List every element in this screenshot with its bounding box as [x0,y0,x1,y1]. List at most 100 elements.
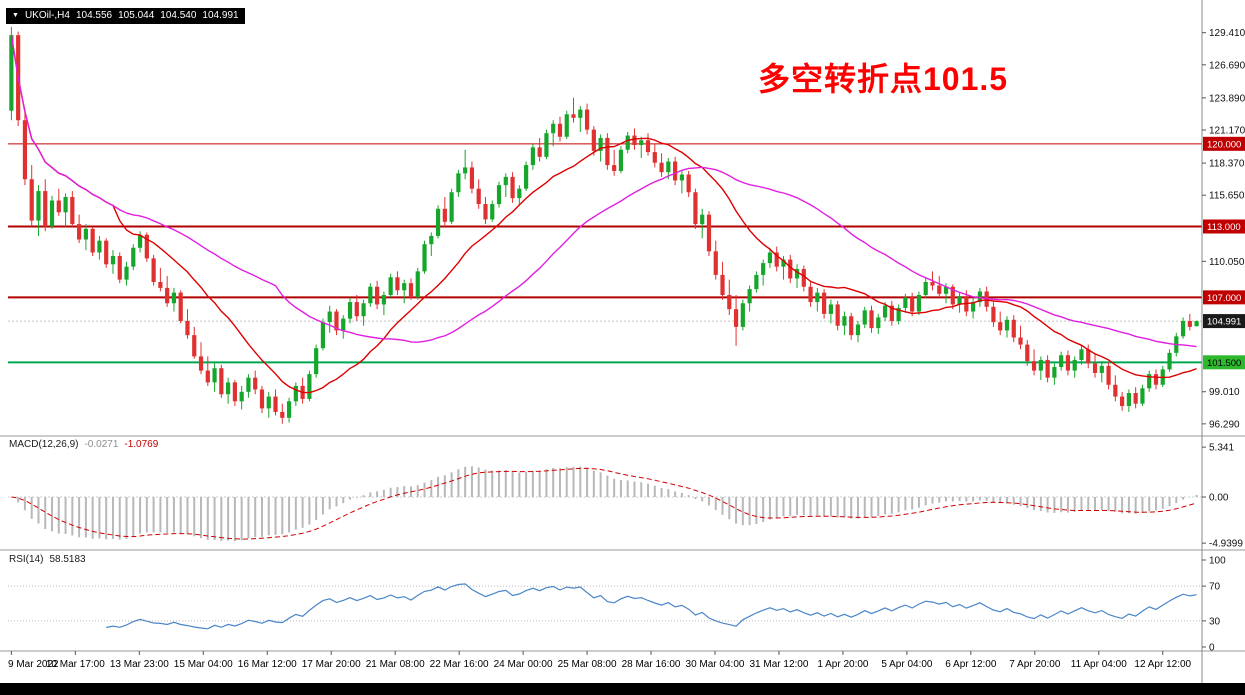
candle-body [849,316,854,336]
candle-body [43,191,48,227]
candle-body [578,109,583,118]
candle-body [361,303,366,317]
candle-body [354,302,359,317]
ma-line-16 [10,35,1197,394]
candle-body [408,283,414,298]
price-tick-label: 110.050 [1209,257,1245,268]
candle-body [700,214,705,225]
candle-body [524,165,529,189]
time-tick-label: 22 Mar 16:00 [430,659,489,670]
candle-body [889,305,894,321]
macd-signal-value: -1.0769 [124,439,159,450]
candle-body [151,258,156,283]
time-tick-label: 12 Apr 12:00 [1134,659,1191,670]
candle-body [442,208,447,222]
time-tick-label: 25 Mar 08:00 [558,659,617,670]
price-tick-label: 121.170 [1209,126,1245,137]
rsi-label: RSI(14) 58.5183 [9,554,86,565]
candle-body [551,123,556,134]
candle-body [896,307,901,321]
candle-body [659,162,664,173]
candle-body [469,167,475,189]
candle-body [104,240,109,265]
macd-name: MACD(12,26,9) [9,439,79,450]
price-badge-label: 101.500 [1207,358,1241,369]
candle-body [679,174,684,181]
candle-body [158,282,163,288]
annotation-text: 多空转折点101.5 [758,61,1009,97]
candle-body [77,224,82,240]
candle-body [293,385,298,402]
candle-body [1018,337,1023,345]
candle-body [767,252,773,264]
price-tick-label: 123.890 [1209,93,1245,104]
candle-body [740,303,745,327]
candle-body [165,287,170,304]
ma-line-40 [10,35,1197,348]
candle-body [219,368,224,395]
rsi-tick-label: 30 [1209,616,1221,627]
candle-body [83,228,88,240]
candle-body [774,252,779,267]
candle-body [937,285,942,294]
candle-body [977,291,982,303]
candle-body [930,282,935,286]
candle-body [842,316,847,326]
candle-body [375,286,380,305]
candle-body [70,196,75,225]
candle-body [998,322,1003,331]
candle-body [855,324,861,336]
rsi-tick-label: 0 [1209,643,1215,654]
candle-body [693,192,698,225]
time-tick-label: 9 Mar 2022 [8,659,59,670]
candle-body [801,269,806,287]
candle-body [124,266,129,280]
time-tick-label: 5 Apr 04:00 [881,659,933,670]
time-tick-label: 17 Mar 20:00 [302,659,361,670]
candle-body [957,296,962,305]
candle-body [239,391,244,402]
candle-body [781,259,786,267]
candle-body [598,137,603,151]
candle-body [618,149,624,171]
time-tick-label: 11 Apr 04:00 [1071,659,1127,670]
macd-tick-label: 0.00 [1209,493,1229,504]
candle-body [320,322,326,349]
candle-body [286,401,292,418]
candle-body [1120,396,1125,407]
candle-body [605,137,610,166]
price-badge-label: 107.000 [1207,293,1241,304]
candle-body [192,335,197,357]
candle-body [36,191,41,221]
candle-body [381,294,386,305]
ohlc-high: 105.044 [118,10,155,21]
candle-body [307,374,312,399]
candle-body [1004,319,1010,331]
candle-body [828,304,833,314]
candle-body [496,185,502,205]
time-tick-label: 6 Apr 12:00 [945,659,997,670]
candle-body [185,320,190,336]
candle-body [280,411,285,418]
candle-body [456,173,461,193]
candle-body [632,135,637,146]
bottom-bar [0,683,1245,695]
candle-body [1031,361,1037,371]
candle-body [862,310,867,325]
candle-body [530,147,535,166]
candle-body [1167,352,1172,370]
candle-body [544,133,549,157]
candle-body [56,200,61,213]
time-tick-label: 10 Mar 17:00 [46,659,105,670]
candle-body [246,377,251,392]
candle-body [517,188,522,199]
candle-body [639,140,644,146]
candle-body [733,309,739,327]
candle-body [476,188,481,205]
candle-body [110,256,116,265]
time-tick-label: 28 Mar 16:00 [622,659,681,670]
collapse-arrow-icon[interactable]: ▼ [12,12,19,19]
time-tick-label: 15 Mar 04:00 [174,659,233,670]
candle-body [1180,320,1186,337]
